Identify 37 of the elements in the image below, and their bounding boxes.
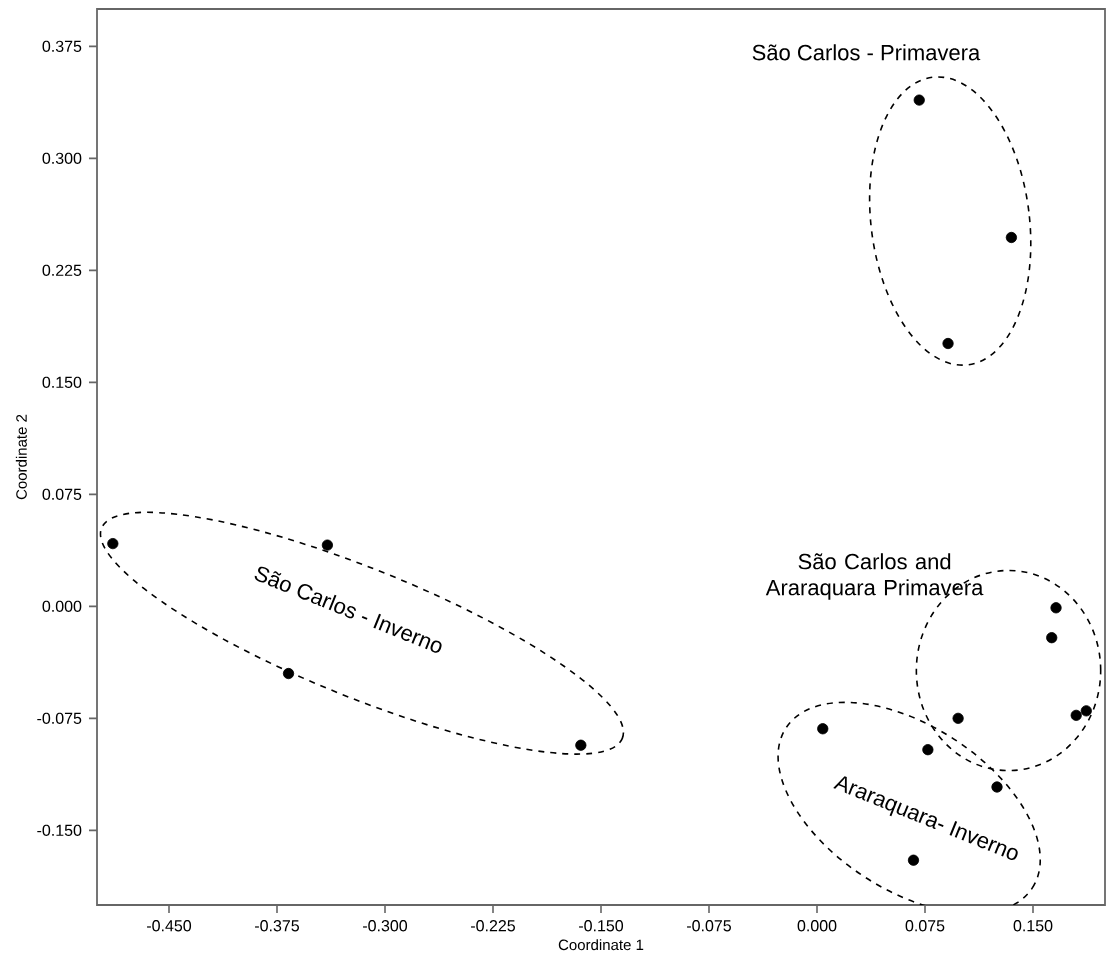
point	[1005, 231, 1017, 244]
x-tick-label: -0.150	[579, 920, 624, 932]
y-axis-title: Coordinate 2	[15, 414, 27, 500]
y-tick-label: -0.150	[37, 824, 82, 836]
x-axis-title: Coordinate 1	[558, 939, 644, 951]
point	[107, 538, 119, 550]
point	[575, 739, 587, 751]
y-tick-label: -0.075	[37, 712, 82, 724]
point	[1046, 632, 1058, 644]
annotation: São Carlos - Primavera	[752, 44, 981, 61]
x-tick-label: 0.000	[797, 920, 837, 932]
point	[991, 781, 1003, 793]
y-tick-label: 0.375	[42, 40, 82, 52]
point	[952, 712, 964, 724]
point	[942, 337, 954, 350]
y-tick-label: 0.000	[42, 600, 82, 612]
x-tick-label: 0.075	[905, 920, 945, 932]
point	[817, 723, 829, 735]
x-tick-label: -0.300	[363, 920, 408, 932]
y-tick-label: 0.225	[42, 264, 82, 276]
y-tick-label: 0.075	[42, 488, 82, 500]
point	[282, 667, 295, 680]
y-tick-label: 0.150	[42, 376, 82, 388]
x-tick-label: -0.075	[687, 920, 731, 932]
point	[1070, 709, 1082, 721]
point	[1050, 602, 1062, 614]
point	[1080, 705, 1092, 717]
x-tick-label: -0.450	[147, 920, 192, 932]
annotation: São Carlos and Araraquara Primavera	[765, 553, 984, 600]
point	[913, 94, 925, 106]
y-tick-label: 0.300	[42, 152, 82, 164]
x-tick-label: -0.375	[255, 920, 299, 932]
point	[907, 854, 920, 866]
x-tick-label: 0.150	[1013, 920, 1053, 932]
point	[922, 744, 934, 756]
point	[321, 539, 333, 551]
x-tick-label: -0.225	[471, 920, 515, 932]
